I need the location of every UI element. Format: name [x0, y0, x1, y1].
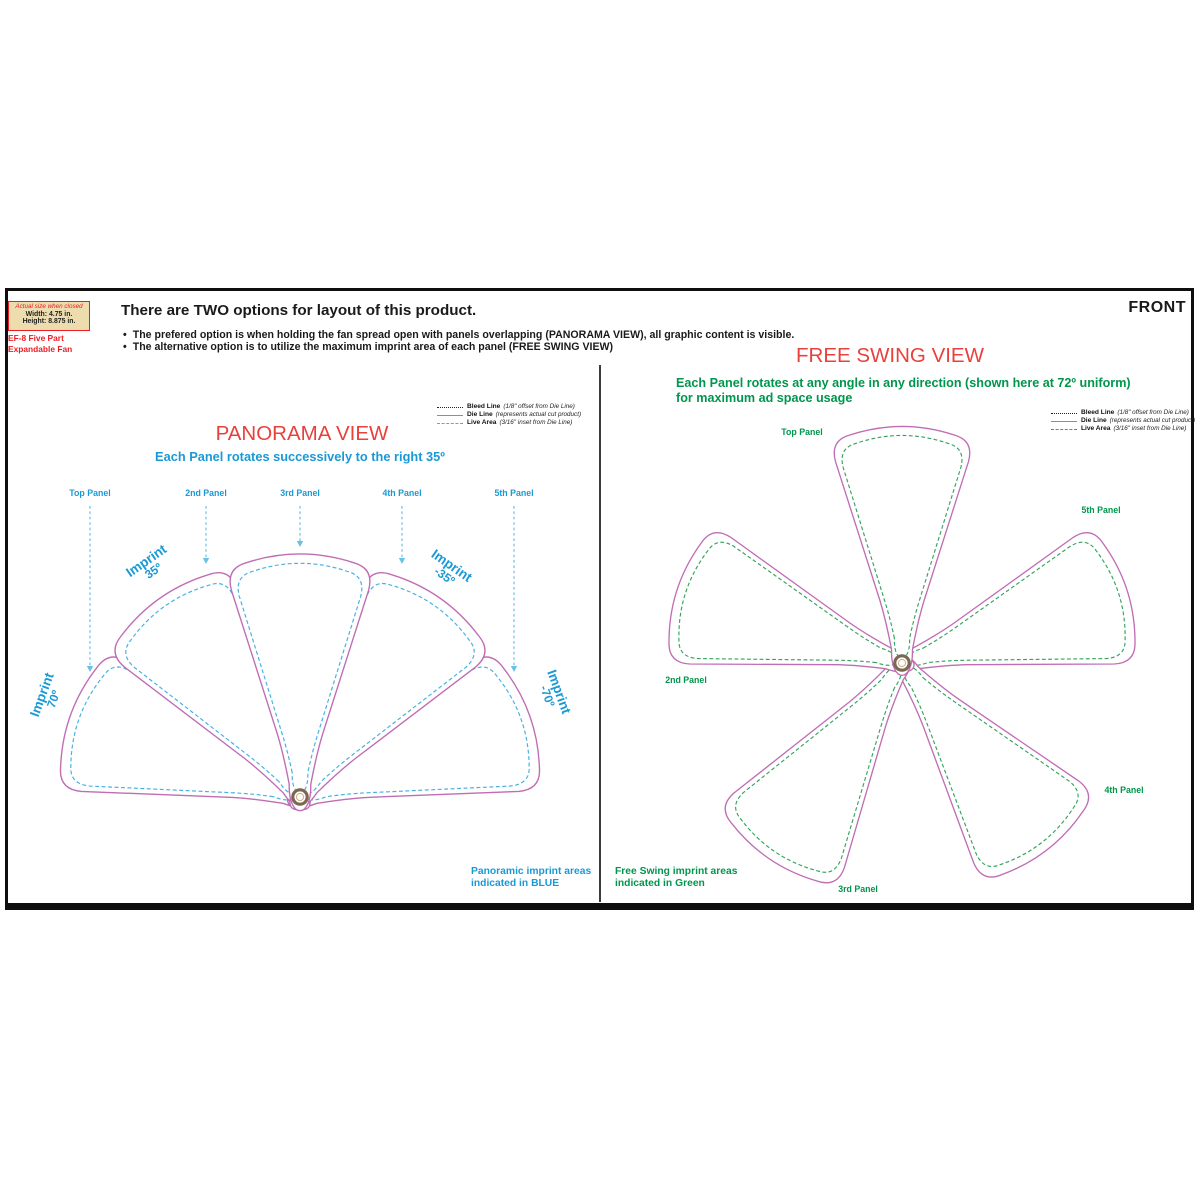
legend-live-note: (3/16" inset from Die Line): [499, 419, 573, 426]
panorama-label-5th-panel: 5th Panel: [494, 488, 534, 498]
freeswing-label-3rd-panel: 3rd Panel: [838, 884, 878, 894]
legend-bleed-label: Bleed Line: [467, 403, 501, 410]
die-line-swatch: [437, 414, 463, 416]
panorama-view-title: PANORAMA VIEW: [215, 422, 389, 445]
live-area-swatch-green: [1051, 428, 1077, 430]
product-code: EF-8 Five Part Expandable Fan: [8, 333, 72, 354]
actual-size-box: Actual size when closed Width: 4.75 in. …: [8, 301, 90, 331]
freeswing-label-4th-panel: 4th Panel: [1104, 785, 1144, 795]
freeswing-label-2nd-panel: 2nd Panel: [665, 675, 707, 685]
legend-row-die: Die Line (represents actual cut product): [1051, 417, 1195, 425]
freeswing-label-top-panel: Top Panel: [781, 427, 823, 437]
front-side-label: FRONT: [1128, 299, 1186, 316]
legend-panorama: Bleed Line (1/8" offset from Die Line) D…: [437, 403, 581, 427]
die-line-swatch: [1051, 420, 1077, 422]
legend-die-note: (represents actual cut product): [495, 411, 582, 418]
freeswing-fan-diagram: [655, 425, 1149, 898]
panorama-label-2nd-panel: 2nd Panel: [185, 488, 227, 498]
panorama-label-3rd-panel: 3rd Panel: [280, 488, 320, 498]
legend-live-label: Live Area: [1081, 425, 1111, 432]
panorama-subtitle: Each Panel rotates successively to the r…: [155, 449, 445, 464]
bullet-option-panorama: • The prefered option is when holding th…: [123, 329, 794, 341]
live-area-swatch-blue: [437, 422, 463, 424]
legend-live-label: Live Area: [467, 419, 497, 426]
legend-die-note: (represents actual cut product): [1109, 417, 1196, 424]
bleed-line-swatch: [1051, 412, 1077, 414]
legend-die-label: Die Line: [1081, 417, 1107, 424]
bullet-text-panorama: The prefered option is when holding the …: [132, 329, 795, 341]
freeswing-subtitle: Each Panel rotates at any angle in any d…: [676, 376, 1176, 405]
legend-bleed-label: Bleed Line: [1081, 409, 1115, 416]
page-title: There are TWO options for layout of this…: [121, 302, 477, 319]
freeswing-label-5th-panel: 5th Panel: [1081, 505, 1121, 515]
legend-die-label: Die Line: [467, 411, 493, 418]
panorama-grommet: [291, 788, 309, 806]
freeswing-footnote: Free Swing imprint areas indicated in Gr…: [615, 866, 737, 891]
legend-row-live: Live Area (3/16" inset from Die Line): [437, 419, 581, 427]
panorama-label-4th-panel: 4th Panel: [382, 488, 422, 498]
legend-row-bleed: Bleed Line (1/8" offset from Die Line): [437, 403, 581, 411]
bullet-dot: •: [123, 329, 127, 341]
bleed-line-swatch: [437, 406, 463, 408]
section-divider: [599, 365, 601, 902]
freeswing-view-title: FREE SWING VIEW: [796, 344, 984, 367]
panorama-footnote-line2: indicated in BLUE: [471, 878, 560, 890]
legend-live-note: (3/16" inset from Die Line): [1113, 425, 1187, 432]
bullet-option-freeswing: • The alternative option is to utilize t…: [123, 341, 794, 353]
panorama-fan-diagram: [46, 506, 554, 869]
actual-size-caption: Actual size when closed: [15, 303, 83, 310]
panorama-footnote-line1: Panoramic imprint areas: [471, 866, 592, 877]
closed-width-value: Width: 4.75 in.: [25, 310, 73, 318]
legend-bleed-note: (1/8" offset from Die Line): [1117, 409, 1189, 416]
legend-bleed-note: (1/8" offset from Die Line): [503, 403, 575, 410]
closed-height-value: Height: 8.875 in.: [22, 318, 76, 326]
panel-pointer-arrows: [86, 506, 518, 672]
bullet-dot: •: [123, 341, 127, 354]
freeswing-footnote-line1: Free Swing imprint areas: [615, 866, 738, 877]
freeswing-subtitle-line1: Each Panel rotates at any angle in any d…: [676, 376, 1131, 390]
option-bullets: • The prefered option is when holding th…: [123, 329, 794, 354]
freeswing-subtitle-line2: for maximum ad space usage: [676, 390, 853, 405]
product-code-line2: Expandable Fan: [8, 343, 73, 354]
freeswing-grommet: [893, 654, 911, 672]
freeswing-footnote-line2: indicated in Green: [615, 878, 705, 890]
product-code-line1: EF-8 Five Part: [8, 333, 64, 343]
bullet-text-freeswing: The alternative option is to utilize the…: [132, 341, 614, 354]
panorama-label-top-panel: Top Panel: [69, 488, 111, 498]
legend-row-die: Die Line (represents actual cut product): [437, 411, 581, 419]
legend-row-bleed: Bleed Line (1/8" offset from Die Line): [1051, 409, 1195, 417]
panorama-footnote: Panoramic imprint areas indicated in BLU…: [471, 866, 591, 891]
legend-row-live: Live Area (3/16" inset from Die Line): [1051, 425, 1195, 433]
legend-freeswing: Bleed Line (1/8" offset from Die Line) D…: [1051, 409, 1195, 433]
